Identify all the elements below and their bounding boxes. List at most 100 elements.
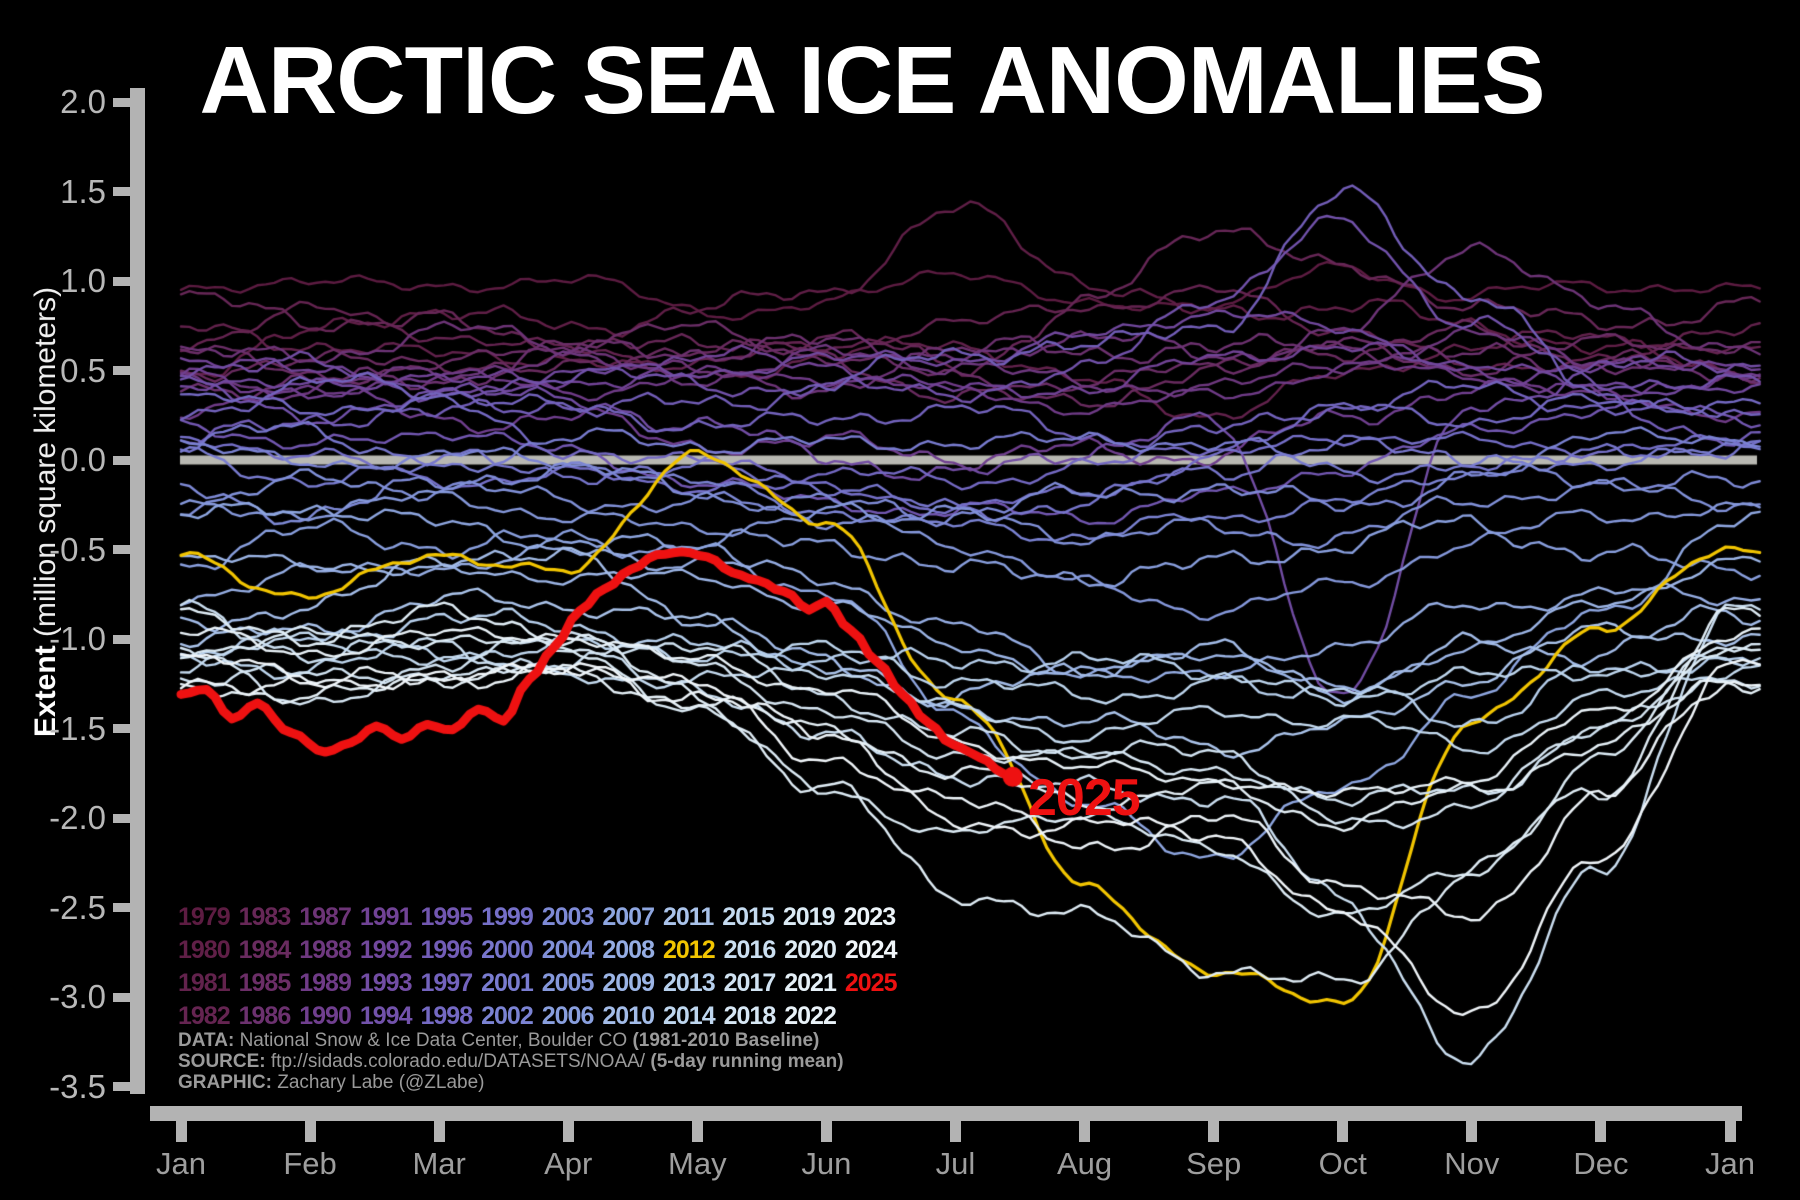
legend-year-2002: 2002 <box>481 1002 534 1030</box>
legend-year-1998: 1998 <box>420 1002 474 1030</box>
legend-row: 1982 1986 1990 1994 1998 2002 2006 2010 2014 2018… <box>178 1000 906 1033</box>
y-tick-mark <box>113 903 130 912</box>
x-tick-mark <box>1466 1121 1478 1142</box>
legend-year-2006: 2006 <box>541 1002 595 1030</box>
y-tick-label: 2.0 <box>60 83 106 120</box>
x-tick-label-month: Dec <box>1573 1146 1629 1181</box>
x-tick-mark <box>1724 1121 1736 1142</box>
legend-year-1981: 1981 <box>178 969 231 997</box>
y-tick-label: 1.5 <box>60 172 106 210</box>
y-tick-label: -2.5 <box>49 888 106 926</box>
legend-year-1983: 1983 <box>238 903 292 931</box>
y-tick-mark <box>113 1082 130 1091</box>
legend-year-1994: 1994 <box>359 1002 413 1030</box>
legend-year-2011: 2011 <box>663 903 714 931</box>
x-tick-label-month: Jun <box>801 1146 852 1181</box>
x-tick-mark <box>691 1121 703 1142</box>
x-tick-label-month: Sep <box>1186 1146 1242 1181</box>
y-tick-mark <box>113 813 130 823</box>
x-tick-label-month: Mar <box>412 1146 466 1181</box>
legend-year-1988: 1988 <box>299 936 352 964</box>
attribution-segment: GRAPHIC: <box>178 1072 278 1093</box>
legend-year-1990: 1990 <box>299 1002 352 1030</box>
legend-row: 1981 1985 1989 1993 1997 2001 2005 2009 2013 2017… <box>178 967 906 1000</box>
attribution-segment: (1981-2010 Baseline) <box>632 1030 820 1051</box>
legend-year-2005: 2005 <box>541 969 595 997</box>
x-tick-label-month: Jan <box>156 1146 206 1181</box>
legend-year-2022: 2022 <box>784 1002 837 1030</box>
annotation-2025: 2025 <box>1028 769 1141 827</box>
legend-year-2021: 2021 <box>784 969 837 997</box>
attribution-segment: National Snow & Ice Data Center, Boulder… <box>239 1030 633 1051</box>
x-tick-mark <box>562 1121 574 1142</box>
legend-year-2008: 2008 <box>602 936 655 964</box>
x-tick-mark <box>1079 1121 1091 1142</box>
y-tick-mark <box>113 634 130 644</box>
y-tick-label: -2.0 <box>49 799 106 836</box>
attribution-segment: DATA: <box>178 1030 240 1051</box>
y-tick-mark <box>113 455 130 465</box>
x-tick-mark <box>1337 1121 1349 1142</box>
y-tick-label: -3.0 <box>49 978 106 1015</box>
legend-year-2003: 2003 <box>541 903 595 931</box>
legend-year-2019: 2019 <box>782 903 836 931</box>
legend-year-2016: 2016 <box>723 936 777 964</box>
x-tick-mark <box>433 1121 445 1142</box>
legend-year-1982: 1982 <box>178 1002 231 1030</box>
legend-year-2023: 2023 <box>843 903 897 931</box>
x-tick-label-month: Feb <box>283 1146 337 1181</box>
legend-year-1984: 1984 <box>238 936 292 964</box>
legend-year-2015: 2015 <box>722 903 775 931</box>
y-tick-mark <box>113 276 130 286</box>
legend-year-2004: 2004 <box>541 936 595 964</box>
attribution-line: DATA: National Snow & Ice Data Center, B… <box>178 1030 844 1051</box>
legend-year-2020: 2020 <box>784 936 837 964</box>
x-tick-label-month: Apr <box>544 1146 593 1181</box>
legend-year-2024: 2024 <box>844 936 898 964</box>
legend-year-2007: 2007 <box>602 903 655 931</box>
y-tick-mark <box>113 992 130 1002</box>
x-tick-mark <box>1595 1121 1607 1142</box>
x-tick-label-month: Nov <box>1444 1146 1500 1181</box>
attribution-block: DATA: National Snow & Ice Data Center, B… <box>178 1030 844 1093</box>
legend-year-2010: 2010 <box>602 1002 655 1030</box>
legend-year-2017: 2017 <box>723 969 777 997</box>
legend-year-2000: 2000 <box>481 936 534 964</box>
x-tick-mark <box>1208 1121 1220 1142</box>
y-tick-label: 0.0 <box>60 441 106 478</box>
legend-year-1980: 1980 <box>178 936 231 964</box>
x-tick-mark <box>175 1121 187 1142</box>
y-axis-spine <box>130 88 145 1094</box>
legend-year-1993: 1993 <box>359 969 413 997</box>
legend-year-2012: 2012 <box>663 936 716 964</box>
legend-year-1979: 1979 <box>178 903 231 931</box>
x-tick-label-month: Jul <box>935 1146 976 1181</box>
y-tick-mark <box>113 97 130 107</box>
x-tick-mark <box>304 1121 316 1142</box>
y-tick-mark <box>113 545 130 554</box>
x-tick-label-month: Jan <box>1705 1146 1755 1181</box>
legend-year-1997: 1997 <box>420 969 474 997</box>
attribution-segment: Zachary Labe (@ZLabe) <box>277 1072 485 1093</box>
y-tick-label: -1.5 <box>49 709 106 747</box>
legend-year-1986: 1986 <box>238 1002 292 1030</box>
legend-year-1985: 1985 <box>238 969 292 997</box>
legend-row: 1979 1983 1987 1991 1995 1999 2003 2007 2011 2015… <box>178 901 906 934</box>
legend-year-2001: 2001 <box>481 969 534 997</box>
y-tick-label: -0.5 <box>49 530 106 568</box>
x-tick-label-month: Oct <box>1318 1146 1367 1181</box>
legend-row: 1980 1984 1988 1992 1996 2000 2004 2008 2012 2016… <box>178 934 906 967</box>
attribution-line: GRAPHIC: Zachary Labe (@ZLabe) <box>178 1072 844 1093</box>
legend-year-2018: 2018 <box>723 1002 777 1030</box>
legend-year-1991: 1991 <box>359 903 413 931</box>
attribution-segment: (5-day running mean) <box>650 1051 844 1072</box>
x-axis-spine <box>150 1106 1742 1121</box>
x-tick-label-month: Aug <box>1056 1146 1113 1181</box>
legend-year-1996: 1996 <box>420 936 474 964</box>
x-tick-label-month: May <box>668 1146 727 1181</box>
attribution-segment: ftp://sidads.colorado.edu/DATASETS/NOAA/ <box>270 1051 651 1072</box>
legend-year-2025: 2025 <box>844 969 898 997</box>
legend-year-2009: 2009 <box>602 969 655 997</box>
